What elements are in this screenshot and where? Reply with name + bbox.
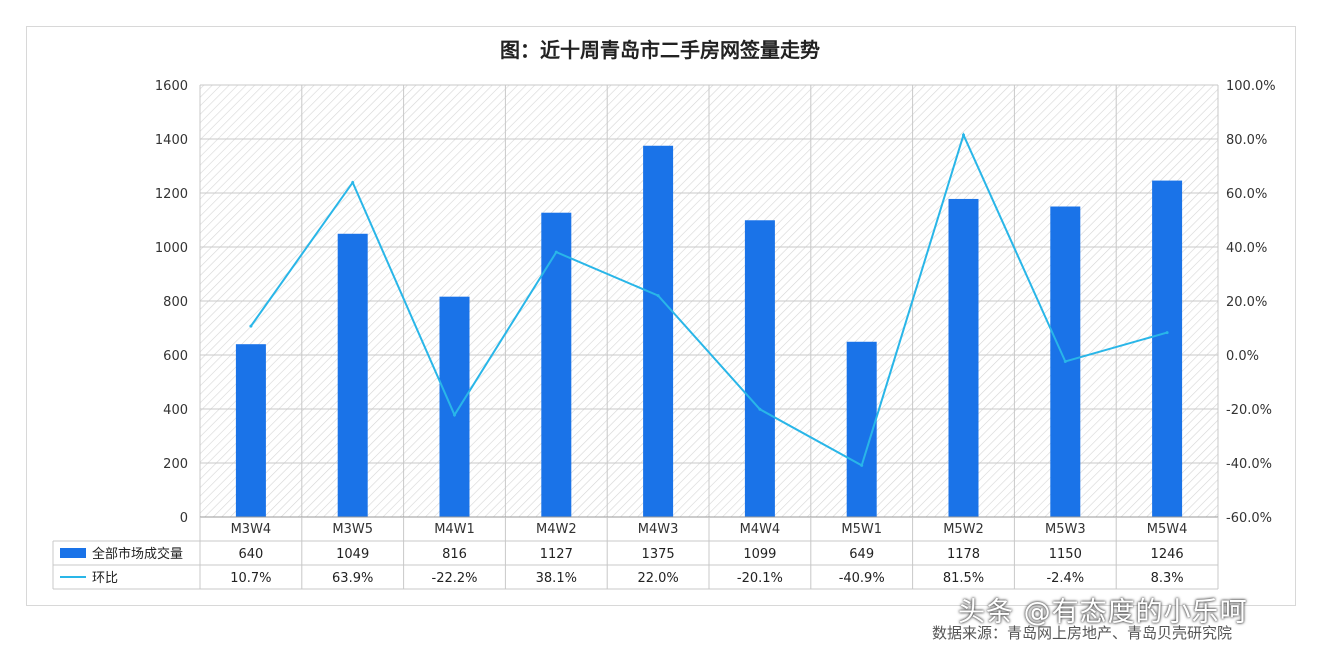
bar xyxy=(337,233,368,517)
bar xyxy=(235,344,266,517)
table-cell-huanbi: 8.3% xyxy=(1151,571,1184,586)
y-left-tick-label: 1600 xyxy=(155,79,188,94)
x-tick-label: M5W3 xyxy=(1045,522,1086,537)
y-right-tick-label: 0.0% xyxy=(1226,349,1259,364)
y-left-tick-label: 400 xyxy=(163,403,188,418)
table-cell-huanbi: -40.9% xyxy=(839,571,885,586)
chart-title: 图：近十周青岛市二手房网签量走势 xyxy=(500,38,820,62)
x-tick-label: M4W4 xyxy=(740,522,781,537)
line-point xyxy=(1165,331,1169,335)
bar xyxy=(541,212,572,517)
table-cell-huanbi: 63.9% xyxy=(332,571,373,586)
x-tick-label: M5W4 xyxy=(1147,522,1188,537)
y-right-tick-label: -60.0% xyxy=(1226,511,1272,526)
y-right-tick-label: 60.0% xyxy=(1226,187,1267,202)
line-point xyxy=(860,463,864,467)
table-cell-volume: 1127 xyxy=(540,547,573,562)
table-cell-huanbi: 22.0% xyxy=(637,571,678,586)
table-cell-huanbi: -2.4% xyxy=(1046,571,1084,586)
table-cell-huanbi: 81.5% xyxy=(943,571,984,586)
y-right-tick-label: 40.0% xyxy=(1226,241,1267,256)
bar xyxy=(643,145,674,517)
legend-label-line: 环比 xyxy=(92,571,118,586)
line-point xyxy=(453,413,456,417)
y-left-tick-label: 1000 xyxy=(155,241,188,256)
line-point xyxy=(1063,359,1067,363)
watermark: 头条 @有态度的小乐呵 xyxy=(958,597,1248,628)
table-cell-volume: 649 xyxy=(849,547,874,562)
source-note: 数据来源：青岛网上房地产、青岛贝壳研究院 xyxy=(932,624,1233,642)
table-cell-huanbi: 38.1% xyxy=(536,571,577,586)
legend-swatch-bar xyxy=(60,548,86,558)
line-point xyxy=(554,250,558,254)
y-right-tick-label: -40.0% xyxy=(1226,457,1272,472)
table-cell-volume: 1375 xyxy=(642,547,675,562)
table-cell-huanbi: -20.1% xyxy=(737,571,783,586)
y-right-tick-label: 100.0% xyxy=(1226,79,1276,94)
table-cell-volume: 1049 xyxy=(336,547,369,562)
y-left-tick-label: 1400 xyxy=(155,133,188,148)
y-left-tick-label: 0 xyxy=(180,511,188,526)
table-cell-huanbi: -22.2% xyxy=(432,571,478,586)
y-left-tick-label: 1200 xyxy=(155,187,188,202)
line-point xyxy=(962,133,965,137)
x-tick-label: M5W1 xyxy=(841,522,882,537)
table-cell-volume: 1246 xyxy=(1151,547,1184,562)
bar xyxy=(1152,180,1183,517)
x-tick-label: M4W1 xyxy=(434,522,475,537)
y-left-tick-label: 800 xyxy=(163,295,188,310)
y-right-tick-label: 20.0% xyxy=(1226,295,1267,310)
table-cell-volume: 816 xyxy=(442,547,467,562)
table-cell-volume: 640 xyxy=(238,547,263,562)
y-right-tick-label: -20.0% xyxy=(1226,403,1272,418)
line-point xyxy=(758,407,762,411)
series-line-huanbi xyxy=(250,132,1168,467)
line-point xyxy=(351,180,355,184)
bar xyxy=(846,341,877,517)
bar xyxy=(948,198,979,517)
x-tick-label: M4W2 xyxy=(536,522,577,537)
table-cell-huanbi: 10.7% xyxy=(230,571,271,586)
legend-label-bar: 全部市场成交量 xyxy=(92,546,183,562)
y-left-tick-label: 600 xyxy=(163,349,188,364)
bar xyxy=(439,296,470,517)
line-point xyxy=(249,324,253,328)
x-tick-label: M5W2 xyxy=(943,522,984,537)
table-cell-volume: 1099 xyxy=(743,547,776,562)
line-point xyxy=(656,294,660,298)
x-tick-label: M3W5 xyxy=(332,522,373,537)
x-tick-label: M3W4 xyxy=(231,522,272,537)
table-cell-volume: 1178 xyxy=(947,547,980,562)
x-tick-label: M4W3 xyxy=(638,522,679,537)
y-left-tick-label: 200 xyxy=(163,457,188,472)
table-cell-volume: 1150 xyxy=(1049,547,1082,562)
bar xyxy=(744,220,775,517)
y-right-tick-label: 80.0% xyxy=(1226,133,1267,148)
